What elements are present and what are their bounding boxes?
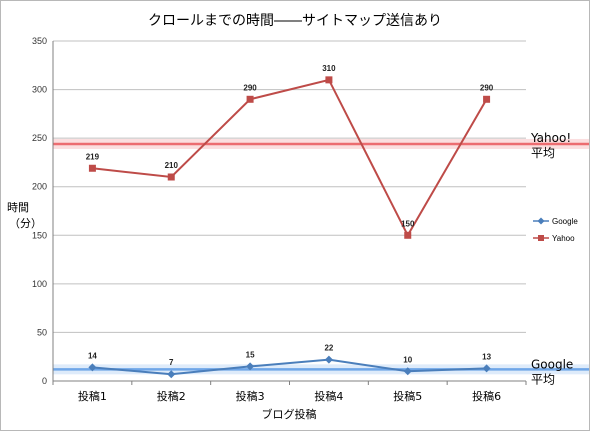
y-tick-label: 50 xyxy=(37,327,47,337)
average-label: 平均 xyxy=(531,146,555,160)
data-label-google: 22 xyxy=(324,344,333,353)
data-label-yahoo: 290 xyxy=(480,83,494,92)
data-point-yahoo xyxy=(167,173,175,181)
data-point-google xyxy=(246,362,255,371)
data-label-google: 10 xyxy=(403,355,412,364)
series-line-yahoo xyxy=(92,78,488,238)
y-tick-label: 300 xyxy=(32,85,47,95)
data-label-google: 15 xyxy=(246,350,255,359)
data-label-google: 7 xyxy=(169,358,174,367)
series-lines xyxy=(88,76,491,379)
x-category-label: 投稿5 xyxy=(393,389,422,403)
data-label-yahoo: 290 xyxy=(243,83,257,92)
data-label-yahoo: 219 xyxy=(86,152,100,161)
data-label-yahoo: 210 xyxy=(165,161,179,170)
axes xyxy=(52,41,527,385)
gridlines xyxy=(53,40,526,333)
data-point-google xyxy=(403,367,412,376)
data-label-google: 13 xyxy=(482,352,491,361)
x-category-label: 投稿2 xyxy=(157,389,186,403)
y-tick-label: 350 xyxy=(32,36,47,46)
legend-label: Google xyxy=(552,217,578,226)
data-label-yahoo: 150 xyxy=(401,219,415,228)
y-axis-label-line1: 時間 xyxy=(7,201,29,214)
data-point-yahoo xyxy=(325,76,333,84)
average-label: Yahoo! xyxy=(530,131,571,145)
x-category-label: 投稿6 xyxy=(472,389,501,403)
legend-marker xyxy=(537,217,545,225)
data-point-google xyxy=(324,355,333,364)
data-label-google: 14 xyxy=(88,351,97,360)
y-axis-label-line2: （分） xyxy=(9,217,42,230)
y-tick-label: 100 xyxy=(32,279,47,289)
y-tick-label: 200 xyxy=(32,182,47,192)
y-tick-label: 250 xyxy=(32,133,47,143)
data-point-yahoo xyxy=(246,95,254,103)
data-labels: 14 7 15 22 10 13 219 210 290 310 150 290 xyxy=(86,64,494,367)
x-category-label: 投稿1 xyxy=(78,389,107,403)
legend: Google Yahoo xyxy=(533,217,578,243)
x-category-label: 投稿4 xyxy=(314,389,343,403)
x-axis-label: ブログ投稿 xyxy=(262,407,317,421)
y-tick-labels: 0 50 100 150 200 250 300 350 xyxy=(32,36,47,386)
data-point-google xyxy=(167,370,176,379)
data-label-yahoo: 310 xyxy=(322,64,336,73)
series-line-google xyxy=(92,358,487,376)
average-label: 平均 xyxy=(531,372,555,386)
legend-label: Yahoo xyxy=(552,234,575,243)
y-tick-label: 150 xyxy=(32,230,47,240)
chart-title: クロールまでの時間――サイトマップ送信あり xyxy=(148,13,442,29)
y-tick-label: 0 xyxy=(42,376,47,386)
x-category-label: 投稿3 xyxy=(236,389,265,403)
x-category-labels: 投稿1 投稿2 投稿3 投稿4 投稿5 投稿6 xyxy=(78,389,501,403)
data-point-google xyxy=(88,363,97,372)
legend-marker xyxy=(538,235,544,241)
average-label: Google xyxy=(531,357,573,371)
data-point-google xyxy=(482,364,491,373)
data-point-yahoo xyxy=(88,164,96,172)
data-point-yahoo xyxy=(483,95,491,103)
data-point-yahoo xyxy=(404,231,412,239)
